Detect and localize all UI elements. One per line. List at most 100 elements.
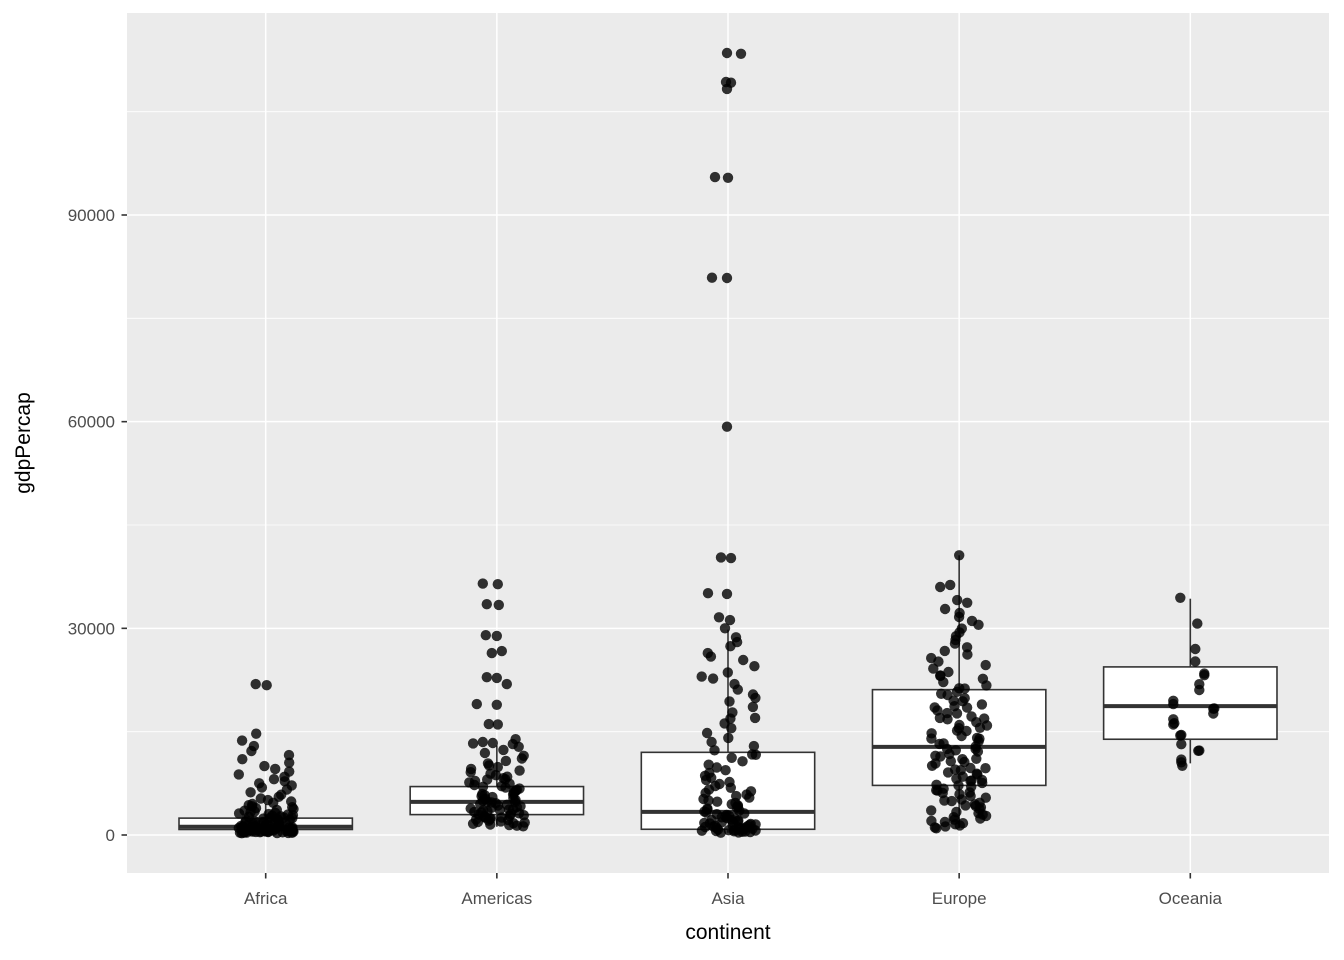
data-point: [1190, 643, 1201, 655]
data-point: [500, 755, 512, 767]
data-point: [492, 579, 503, 590]
data-point: [737, 756, 748, 767]
data-point: [254, 778, 265, 789]
data-point: [492, 719, 503, 730]
data-point: [954, 607, 965, 619]
data-point: [939, 645, 950, 657]
data-point: [721, 421, 733, 432]
data-point: [1168, 714, 1179, 725]
data-point: [721, 47, 733, 59]
data-point: [491, 672, 502, 684]
data-point: [467, 738, 479, 749]
data-point: [255, 793, 266, 804]
data-point: [491, 699, 502, 710]
data-point: [702, 803, 713, 814]
data-point: [956, 623, 967, 634]
data-point: [1176, 729, 1187, 741]
data-point: [250, 678, 261, 690]
data-point: [491, 630, 502, 642]
data-point: [953, 780, 964, 791]
data-point: [1176, 754, 1187, 765]
jitter-points-africa: [233, 678, 299, 839]
data-point: [721, 809, 732, 821]
data-point: [926, 733, 937, 744]
data-point: [270, 763, 281, 775]
data-point: [493, 599, 504, 611]
data-point: [977, 673, 989, 684]
data-point: [738, 654, 749, 666]
data-point: [1194, 745, 1205, 756]
data-point: [952, 594, 963, 606]
data-point: [1209, 703, 1220, 714]
data-point: [730, 632, 742, 643]
data-point: [709, 745, 720, 756]
data-point: [507, 738, 518, 750]
data-point: [247, 798, 258, 810]
data-point: [729, 678, 740, 690]
data-point: [954, 550, 965, 561]
data-point: [980, 659, 991, 671]
data-point: [518, 750, 529, 761]
data-point: [724, 614, 736, 626]
data-point: [750, 749, 761, 760]
data-point: [283, 749, 295, 761]
data-point: [980, 792, 991, 803]
data-point: [747, 689, 759, 700]
data-point: [703, 759, 714, 770]
data-point: [731, 790, 742, 802]
data-point: [929, 702, 940, 713]
data-point: [951, 806, 962, 818]
data-point: [487, 737, 498, 749]
data-point: [725, 552, 737, 564]
data-point: [966, 775, 977, 786]
data-point: [479, 812, 491, 823]
data-point: [1192, 618, 1203, 629]
x-tick-label: Africa: [244, 889, 288, 908]
data-point: [1176, 739, 1187, 750]
data-point: [1194, 679, 1205, 690]
data-point: [926, 805, 937, 816]
data-point: [498, 744, 509, 756]
data-point: [471, 698, 482, 710]
data-point: [719, 623, 731, 634]
data-point: [943, 666, 954, 678]
data-point: [709, 171, 721, 183]
y-tick-label: 60000: [68, 413, 115, 432]
data-point: [966, 711, 977, 722]
data-point: [284, 757, 295, 768]
data-point: [724, 776, 735, 788]
data-point: [485, 768, 496, 779]
data-point: [957, 818, 969, 829]
data-point: [722, 172, 734, 183]
data-point: [702, 588, 714, 599]
data-point: [725, 713, 736, 724]
data-point: [745, 786, 757, 797]
data-point: [720, 765, 731, 776]
data-point: [479, 747, 491, 759]
data-point: [961, 725, 972, 737]
data-point: [926, 815, 937, 827]
data-point: [747, 701, 759, 713]
data-point: [721, 272, 733, 284]
data-point: [705, 651, 717, 662]
data-point: [286, 796, 297, 807]
data-point: [496, 645, 507, 657]
data-point: [706, 272, 718, 283]
data-point: [1199, 668, 1210, 679]
data-point: [723, 732, 734, 744]
x-tick-label: Americas: [461, 889, 532, 908]
data-point: [480, 630, 491, 641]
data-point: [962, 597, 973, 608]
jitter-points-oceania: [1168, 592, 1220, 771]
x-tick-label: Europe: [932, 889, 987, 908]
data-point: [930, 750, 941, 761]
data-point: [481, 599, 492, 610]
data-point: [726, 752, 737, 763]
data-point: [971, 732, 983, 744]
data-point: [949, 701, 960, 712]
data-point: [701, 727, 713, 739]
data-point: [938, 738, 949, 749]
y-tick-label: 90000: [68, 206, 115, 225]
